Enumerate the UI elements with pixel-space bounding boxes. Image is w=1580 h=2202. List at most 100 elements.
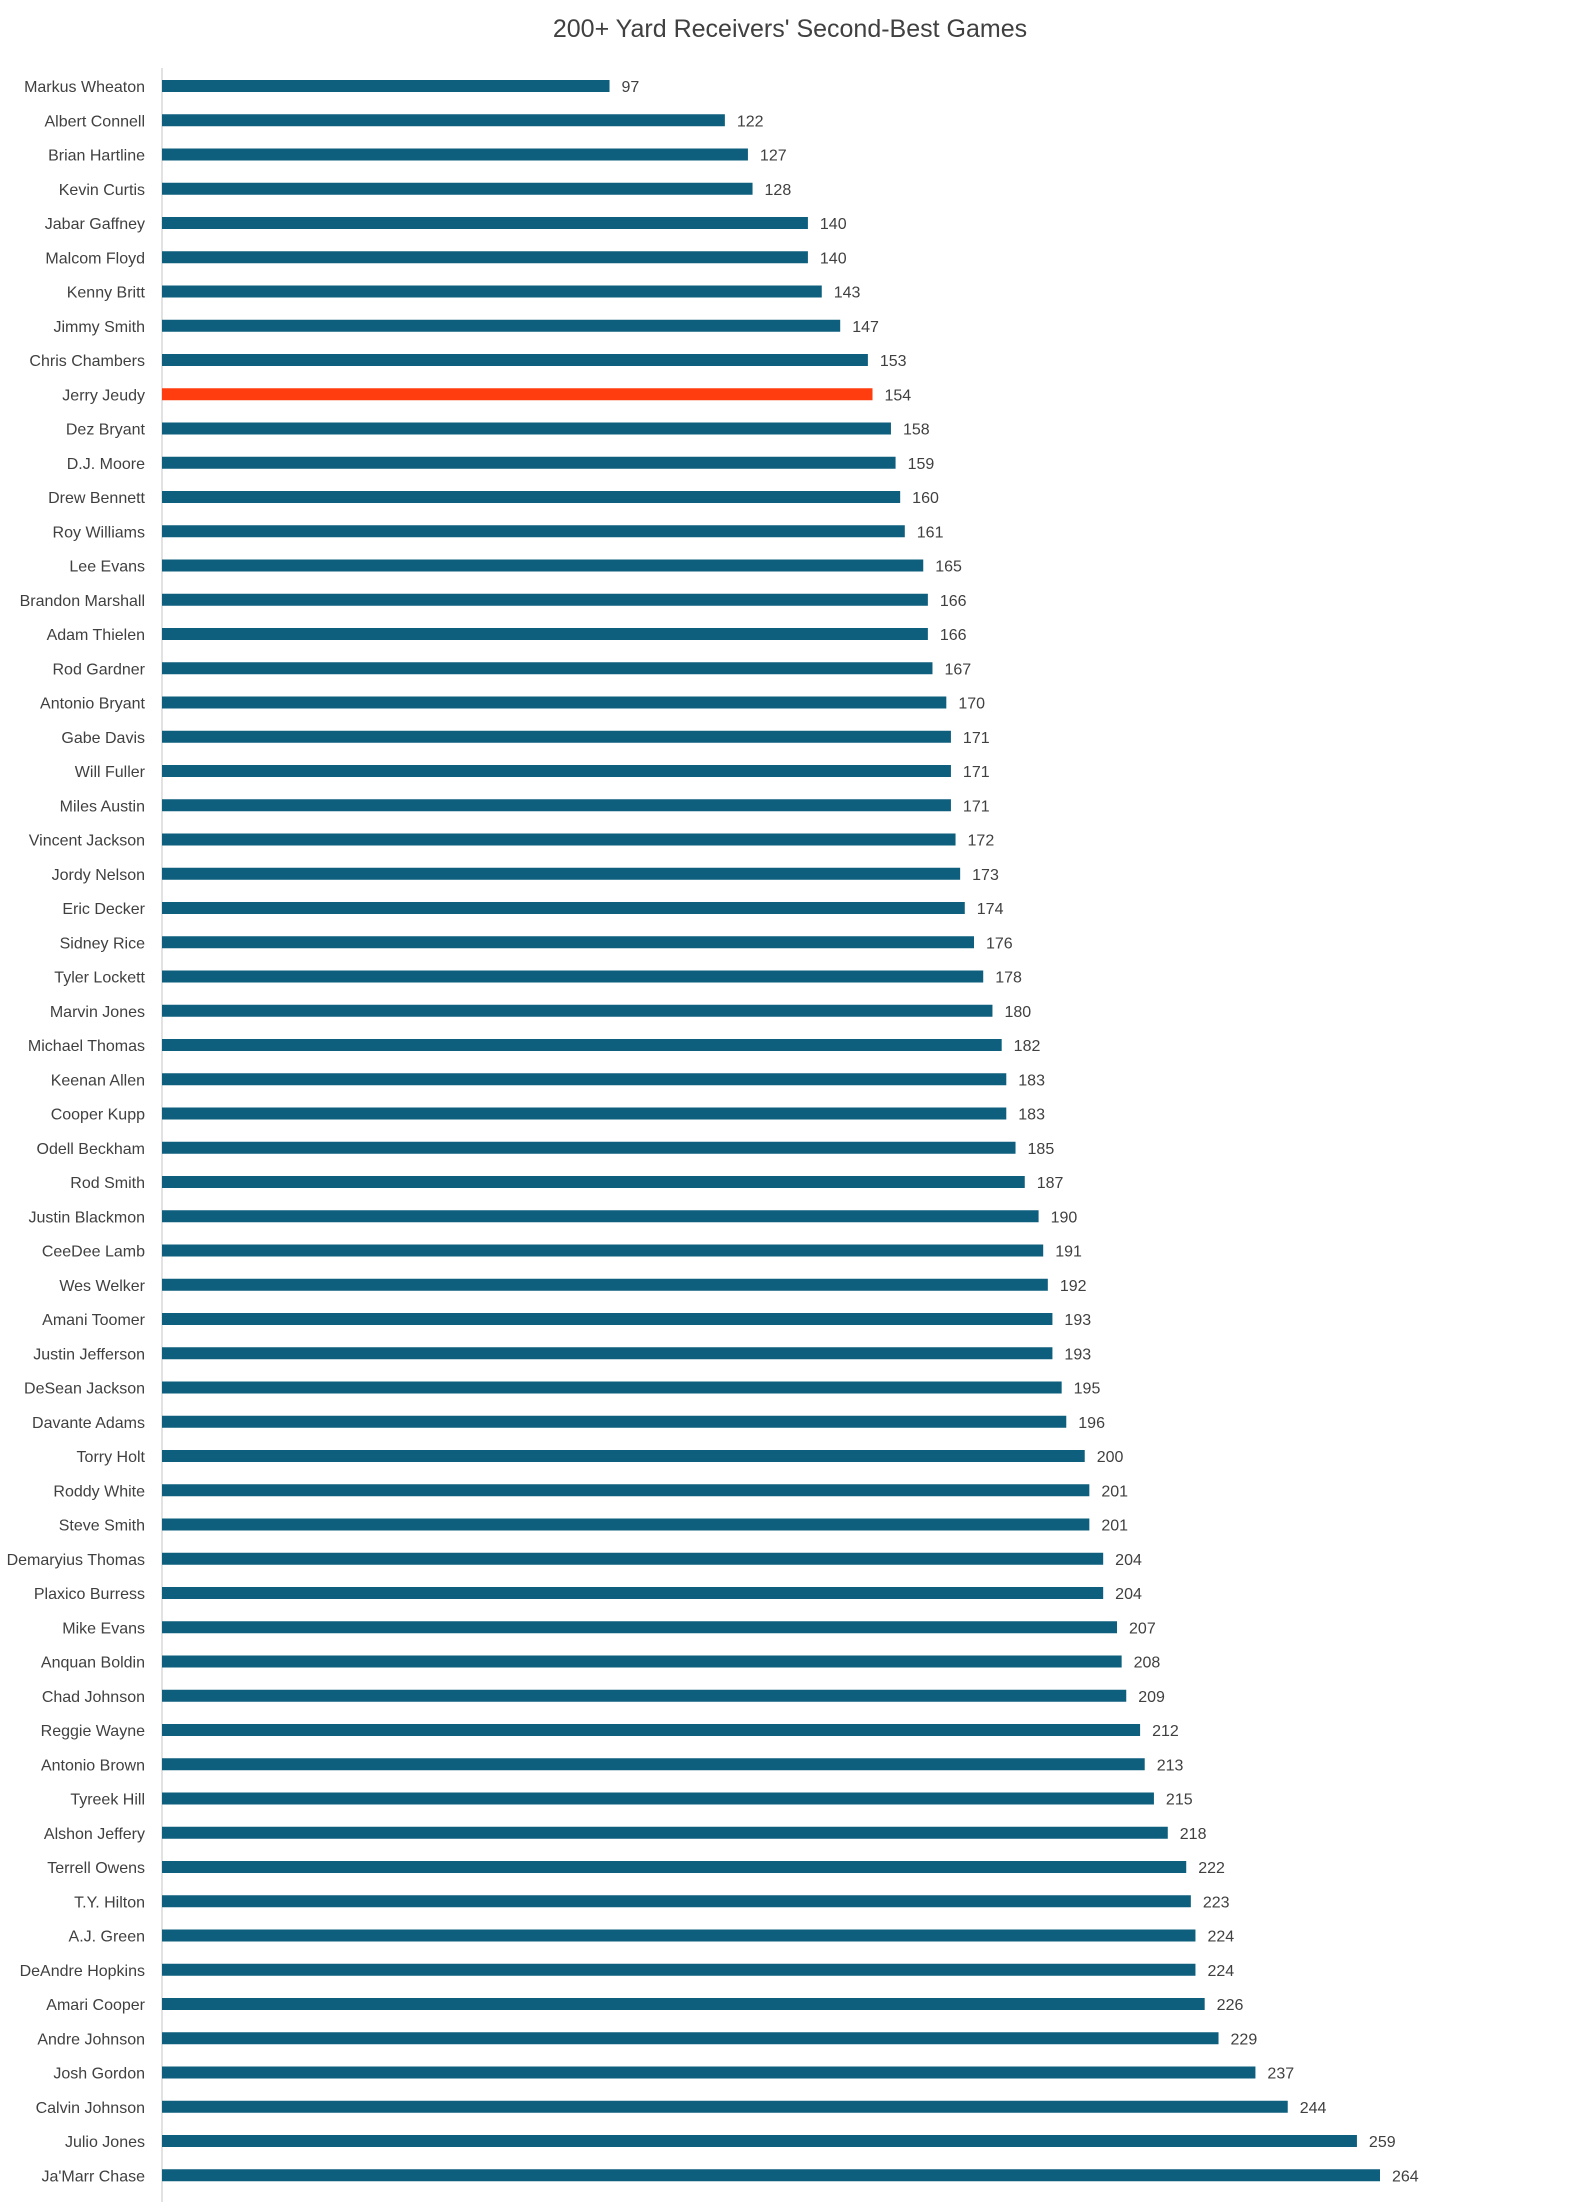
data-label-calvin-johnson: 244	[1300, 2100, 1327, 2117]
data-label-albert-connell: 122	[737, 113, 764, 130]
bar-eric-decker	[162, 902, 965, 914]
bar-rod-smith	[162, 1176, 1025, 1188]
data-label-kenny-britt: 143	[834, 285, 861, 302]
data-label-terrell-owens: 222	[1198, 1860, 1225, 1877]
bar-t-y-hilton	[162, 1895, 1191, 1908]
category-label-markus-wheaton: Markus Wheaton	[24, 79, 145, 96]
bar-lee-evans	[162, 559, 924, 572]
bar-desean-jackson	[162, 1381, 1062, 1394]
category-label-kevin-curtis: Kevin Curtis	[59, 182, 145, 199]
category-label-justin-jefferson: Justin Jefferson	[33, 1346, 145, 1363]
category-label-jabar-gaffney: Jabar Gaffney	[45, 216, 145, 233]
category-label-chad-johnson: Chad Johnson	[42, 1689, 145, 1706]
data-label-dez-bryant: 158	[903, 422, 930, 439]
category-label-miles-austin: Miles Austin	[60, 798, 145, 815]
bar-davante-adams	[162, 1415, 1067, 1428]
bar-roddy-white	[162, 1484, 1090, 1497]
category-label-lee-evans: Lee Evans	[69, 559, 145, 576]
chart-title: 200+ Yard Receivers' Second-Best Games	[553, 15, 1027, 43]
bar-dez-bryant	[162, 422, 891, 435]
bar-chris-chambers	[162, 354, 868, 366]
bar-andre-johnson	[162, 2032, 1219, 2045]
bar-justin-blackmon	[162, 1210, 1039, 1223]
category-label-tyreek-hill: Tyreek Hill	[70, 1792, 145, 1809]
category-label-malcom-floyd: Malcom Floyd	[45, 250, 145, 267]
bar-a-j-green	[162, 1929, 1196, 1942]
data-label-roy-williams: 161	[917, 524, 944, 541]
category-label-deandre-hopkins: DeAndre Hopkins	[20, 1963, 145, 1980]
data-label-demaryius-thomas: 204	[1115, 1552, 1142, 1569]
data-label-mike-evans: 207	[1129, 1620, 1156, 1637]
data-label-anquan-boldin: 208	[1134, 1655, 1161, 1672]
category-label-albert-connell: Albert Connell	[45, 113, 146, 130]
data-label-malcom-floyd: 140	[820, 250, 847, 267]
bar-kenny-britt	[162, 285, 822, 298]
category-label-plaxico-burress: Plaxico Burress	[34, 1586, 145, 1603]
category-label-marvin-jones: Marvin Jones	[50, 1004, 145, 1021]
data-label-ja-marr-chase: 264	[1392, 2168, 1419, 2185]
bar-vincent-jackson	[162, 833, 956, 846]
category-label-brandon-marshall: Brandon Marshall	[20, 593, 145, 610]
bar-calvin-johnson	[162, 2100, 1288, 2113]
data-label-alshon-jeffery: 218	[1180, 1826, 1207, 1843]
data-label-marvin-jones: 180	[1004, 1004, 1031, 1021]
category-label-wes-welker: Wes Welker	[59, 1278, 145, 1295]
category-label-vincent-jackson: Vincent Jackson	[29, 833, 145, 850]
category-label-davante-adams: Davante Adams	[32, 1415, 145, 1432]
category-label-eric-decker: Eric Decker	[62, 901, 145, 918]
data-label-reggie-wayne: 212	[1152, 1723, 1179, 1740]
bar-keenan-allen	[162, 1073, 1007, 1086]
data-label-will-fuller: 171	[963, 764, 990, 781]
category-label-jordy-nelson: Jordy Nelson	[52, 867, 145, 884]
data-label-desean-jackson: 195	[1074, 1381, 1101, 1398]
data-label-lee-evans: 165	[935, 559, 962, 576]
category-label-roy-williams: Roy Williams	[53, 524, 145, 541]
category-label-calvin-johnson: Calvin Johnson	[36, 2100, 145, 2117]
data-label-deandre-hopkins: 224	[1207, 1963, 1234, 1980]
data-label-plaxico-burress: 204	[1115, 1586, 1142, 1603]
bar-d-j-moore	[162, 456, 896, 469]
bar-roy-williams	[162, 525, 905, 538]
category-label-justin-blackmon: Justin Blackmon	[29, 1209, 146, 1226]
bar-tyler-lockett	[162, 970, 984, 983]
data-label-brandon-marshall: 166	[940, 593, 967, 610]
category-label-sidney-rice: Sidney Rice	[60, 935, 145, 952]
data-label-miles-austin: 171	[963, 798, 990, 815]
bar-josh-gordon	[162, 2066, 1256, 2079]
data-label-justin-jefferson: 193	[1064, 1346, 1091, 1363]
bar-rod-gardner	[162, 662, 933, 675]
bar-michael-thomas	[162, 1039, 1002, 1051]
data-label-kevin-curtis: 128	[765, 182, 792, 199]
bar-demaryius-thomas	[162, 1552, 1104, 1565]
bars-layer: Markus Wheaton 97 Albert Connell 122 Brian H…	[7, 79, 1419, 2185]
data-label-amani-toomer: 193	[1064, 1312, 1091, 1329]
data-label-chris-chambers: 153	[880, 353, 907, 370]
data-label-justin-blackmon: 190	[1051, 1209, 1078, 1226]
data-label-jabar-gaffney: 140	[820, 216, 847, 233]
category-label-desean-jackson: DeSean Jackson	[24, 1381, 145, 1398]
bar-steve-smith	[162, 1518, 1090, 1531]
category-label-keenan-allen: Keenan Allen	[51, 1072, 145, 1089]
category-label-steve-smith: Steve Smith	[59, 1518, 145, 1535]
category-label-jerry-jeudy: Jerry Jeudy	[62, 387, 145, 404]
category-label-chris-chambers: Chris Chambers	[29, 353, 145, 370]
category-label-drew-bennett: Drew Bennett	[48, 490, 145, 507]
data-label-andre-johnson: 229	[1231, 2031, 1258, 2048]
bar-sidney-rice	[162, 936, 974, 949]
data-label-josh-gordon: 237	[1267, 2066, 1294, 2083]
category-label-rod-smith: Rod Smith	[70, 1175, 145, 1192]
category-label-josh-gordon: Josh Gordon	[53, 2066, 145, 2083]
bar-jimmy-smith	[162, 319, 841, 332]
category-label-jimmy-smith: Jimmy Smith	[53, 319, 145, 336]
data-label-roddy-white: 201	[1101, 1483, 1128, 1500]
data-label-chad-johnson: 209	[1138, 1689, 1165, 1706]
data-label-antonio-bryant: 170	[958, 696, 985, 713]
category-label-reggie-wayne: Reggie Wayne	[41, 1723, 145, 1740]
data-label-drew-bennett: 160	[912, 490, 939, 507]
data-label-brian-hartline: 127	[760, 148, 787, 165]
data-label-adam-thielen: 166	[940, 627, 967, 644]
bar-gabe-davis	[162, 730, 951, 743]
data-label-rod-smith: 187	[1037, 1175, 1064, 1192]
